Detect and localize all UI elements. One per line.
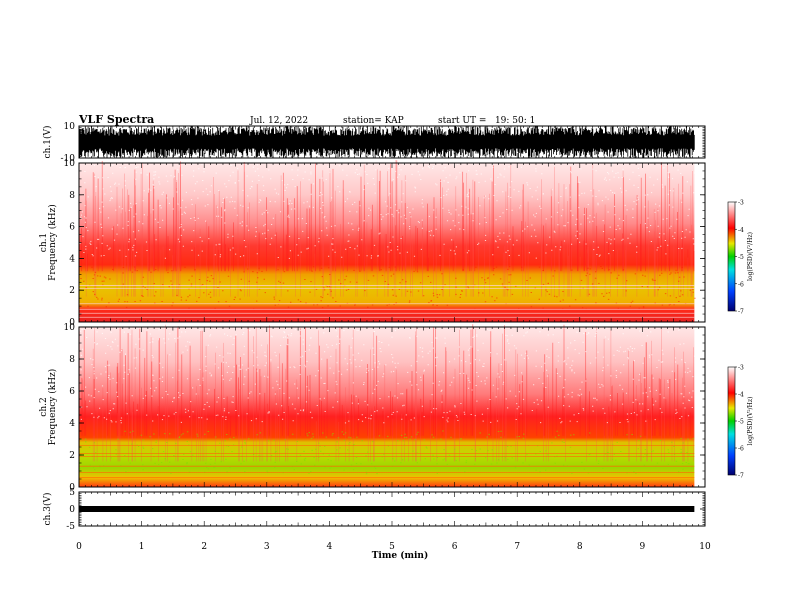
y-tick-label: 6	[69, 387, 75, 397]
y-tick-label: -10	[61, 154, 76, 164]
figure-title: VLF Spectra	[78, 113, 154, 126]
station-label: station= KAP	[343, 116, 404, 126]
y-tick-label: 10	[64, 159, 76, 169]
time-tick-label: 5	[389, 542, 395, 552]
y-tick-label: 10	[64, 323, 76, 333]
time-tick-label: 8	[577, 542, 583, 552]
y-tick-label: 0	[69, 483, 75, 493]
y-tick-label: 2	[69, 451, 75, 461]
colorbar-tick-label: -3	[738, 200, 744, 207]
start-time-label: start UT = 19: 50: 1	[438, 116, 535, 126]
spectrogram-speckle	[79, 162, 696, 259]
y-axis-label: Frequency (kHz)	[47, 204, 58, 281]
time-tick-label: 10	[699, 542, 711, 552]
colorbar-tick-label: -3	[738, 365, 744, 372]
time-tick-label: 0	[76, 542, 82, 552]
ch1-waveform-panel: 10 -10 ch.1(V)	[42, 122, 706, 164]
y-tick-label: 0	[69, 505, 75, 515]
y-axis-label: Frequency (kHz)	[47, 369, 58, 446]
ch1-colorbar: -3 -4 -5 -6 -7 log(PSD)(V²/Hz)	[727, 200, 754, 316]
date-label: Jul. 12, 2022	[249, 116, 308, 126]
colorbar-scale	[727, 201, 736, 312]
spectrogram-intensity	[79, 327, 695, 487]
colorbar-tick-label: -5	[738, 419, 744, 426]
time-tick-label: 1	[139, 542, 145, 552]
colorbar-tick-label: -6	[738, 446, 744, 453]
time-axis-label: Time (min)	[372, 550, 429, 561]
time-tick-label: 7	[514, 542, 520, 552]
y-tick-label: 5	[69, 488, 75, 498]
y-tick-label: 2	[69, 286, 75, 296]
spectrogram-speckle	[79, 326, 696, 424]
colorbar-tick-label: -4	[738, 392, 744, 399]
spectrogram-intensity	[79, 163, 695, 322]
y-tick-label: 4	[69, 254, 75, 264]
spectrogram-streaks	[79, 324, 694, 462]
time-tick-label: 6	[452, 542, 458, 552]
y-tick-label: 4	[69, 419, 75, 429]
colorbar-scale	[727, 366, 736, 476]
y-tick-label: 10	[64, 122, 76, 132]
spectrogram-streaks	[78, 160, 695, 272]
ch1-signal-trace	[78, 126, 695, 158]
colorbar-label: log(PSD)(V²/Hz)	[747, 397, 754, 446]
y-axis-label: ch.1(V)	[42, 126, 53, 159]
colorbar-tick-label: -6	[738, 281, 744, 288]
ch3-signal-trace	[79, 506, 695, 512]
time-tick-label: 9	[640, 542, 646, 552]
time-tick-label: 2	[201, 542, 207, 552]
ch3-waveform-panel: 5 0 -5 ch.3(V)	[42, 488, 706, 532]
spectrogram-streaks	[81, 324, 691, 436]
colorbar-tick-label: -7	[738, 309, 744, 316]
y-tick-label: 8	[69, 191, 75, 201]
colorbar-tick-label: -7	[738, 473, 744, 480]
colorbar-tick-label: -4	[738, 227, 744, 234]
ch2-colorbar: -3 -4 -5 -6 -7 log(PSD)(V²/Hz)	[727, 365, 754, 480]
y-tick-label: 8	[69, 355, 75, 365]
ch2-spectrogram-panel: 0 2 4 6 8 10 ch.2 Frequency (kHz)	[39, 323, 706, 493]
colorbar-tick-label: -5	[738, 254, 744, 261]
ch1-spectrogram-panel: 0 2 4 6 8 10 ch.1 Frequency (kHz)	[39, 159, 706, 328]
y-axis-label: ch.1	[39, 233, 49, 252]
time-axis: 0 1 2 3 4 5 6 7 8 9 10 Time (min)	[76, 542, 711, 561]
y-tick-label: 6	[69, 223, 75, 233]
y-tick-label: -5	[66, 522, 75, 532]
y-axis-label: ch.3(V)	[42, 493, 53, 526]
time-tick-label: 4	[327, 542, 333, 552]
y-tick-label: 0	[69, 318, 75, 328]
time-tick-label: 3	[264, 542, 270, 552]
y-axis-label: ch.2	[39, 397, 49, 416]
colorbar-label: log(PSD)(V²/Hz)	[747, 232, 754, 281]
